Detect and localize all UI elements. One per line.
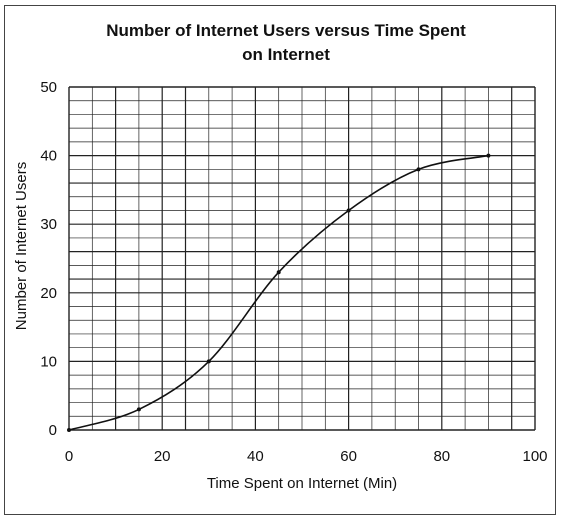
x-tick-label: 60	[340, 448, 357, 465]
series-user-count	[67, 153, 491, 432]
x-tick-label: 20	[154, 448, 171, 465]
y-axis-label: Number of Internet Users	[13, 162, 30, 330]
data-point	[206, 359, 211, 364]
x-axis-label: Time Spent on Internet (Min)	[207, 475, 397, 492]
tick-labels: 0 20 40 60 80 100 0 10 20 30 40 50	[40, 79, 547, 465]
x-tick-label: 80	[433, 448, 450, 465]
chart-title-line2: on Internet	[242, 45, 330, 64]
data-point	[486, 153, 491, 158]
y-tick-label: 10	[40, 353, 57, 370]
y-tick-label: 40	[40, 148, 57, 165]
data-point	[67, 428, 71, 432]
data-point	[136, 407, 141, 412]
data-point	[416, 167, 421, 172]
data-point	[276, 270, 281, 275]
x-tick-label: 40	[247, 448, 264, 465]
y-tick-label: 30	[40, 216, 57, 233]
grid-lines	[68, 86, 536, 431]
y-tick-label: 20	[40, 285, 57, 302]
chart-title-line1: Number of Internet Users versus Time Spe…	[106, 21, 466, 40]
x-tick-label: 100	[522, 448, 547, 465]
x-tick-label: 0	[65, 448, 73, 465]
y-tick-label: 50	[40, 79, 57, 96]
y-tick-label: 0	[49, 422, 57, 439]
data-point	[346, 208, 351, 213]
